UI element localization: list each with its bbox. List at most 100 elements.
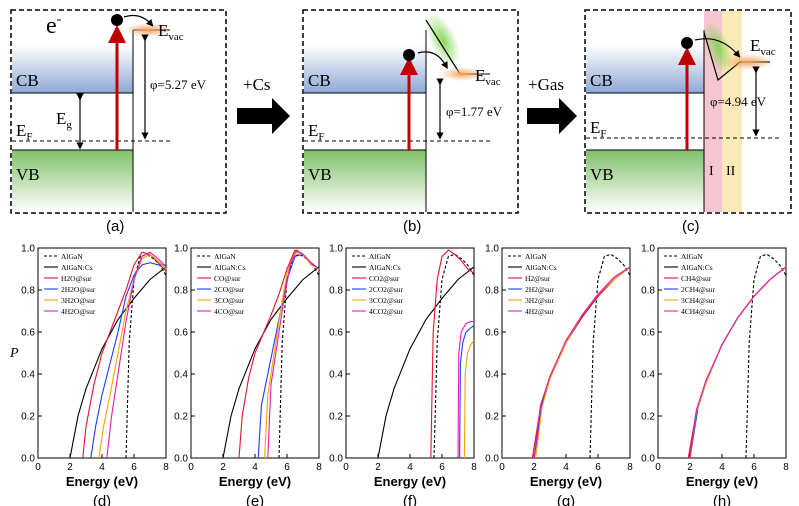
chart-h-xtick-label: 4: [719, 462, 725, 473]
diagram-a-ef-label: EF: [16, 121, 33, 143]
chart-f-ytick-label: 1.0: [329, 244, 343, 255]
diagram-b-vb-label: VB: [308, 165, 332, 184]
chart-g-ytick-label: 1.0: [485, 244, 499, 255]
chart-d-xtick-label: 4: [99, 462, 105, 473]
diagram-c-electron-dot: [681, 37, 693, 49]
diagram-c-evac-label: Evac: [750, 36, 776, 58]
chart-d-ytick-label: 0.4: [21, 370, 35, 381]
chart-f-ytick-label: 0.6: [329, 328, 343, 339]
chart-f-legend-label: AlGaN: [369, 252, 391, 261]
chart-e: 0 2 4 6 8 0.0 0.2 0.4 0.6 0.8 1.0 Energy (eV) (e) AlG…: [174, 244, 322, 506]
diagram-c-caption: (c): [682, 218, 700, 235]
chart-h-ytick-label: 1.0: [641, 244, 655, 255]
diagram-a-eg-label: Eg: [56, 109, 72, 131]
chart-f-series-line: [430, 249, 475, 459]
transition-arrow-cs-shape: [237, 98, 290, 134]
chart-g-legend-label: 2H2@sur: [525, 285, 554, 294]
chart-h-xtick-label: 2: [687, 462, 693, 473]
chart-g-xtick-label: 2: [531, 462, 537, 473]
chart-f-series-line: [463, 340, 475, 459]
chart-h-series-line: [689, 266, 787, 459]
chart-e-ytick-label: 1.0: [174, 244, 188, 255]
diagram-c-phi-label: φ=4.94 eV: [710, 94, 767, 109]
chart-g-xtick-label: 4: [563, 462, 569, 473]
diagram-a-electron-label: e-: [46, 12, 62, 39]
diagram-b-emission-arrow: [417, 51, 448, 70]
chart-g-ytick-label: 0.8: [485, 286, 499, 297]
chart-e-ytick-label: 0.0: [174, 454, 188, 465]
transition-arrow-gas-shape: [527, 98, 577, 134]
chart-f-ytick-label: 0.2: [329, 412, 343, 423]
chart-d: 0 2 4 6 8 0.0 0.2 0.4 0.6 0.8 1.0 Energy (eV) P (d) Al…: [9, 244, 169, 506]
chart-g-ytick-label: 0.2: [485, 412, 499, 423]
chart-g-legend-label: 3H2@sur: [525, 296, 554, 305]
diagram-c-vb-label: VB: [590, 165, 614, 184]
chart-g-legend-label: AlGaN:Cs: [525, 263, 557, 272]
chart-e-series-line: [267, 249, 320, 459]
chart-h-xtick-label: 0: [655, 462, 661, 473]
chart-g-series-line: [533, 266, 631, 459]
chart-e-series-line: [278, 253, 320, 459]
diagram-a-emission-arrow: [123, 14, 154, 27]
chart-f-legend-label: 4CO2@sur: [369, 307, 403, 316]
chart-f-legend-label: 2CO2@sur: [369, 285, 403, 294]
chart-h-legend-label: 3CH4@sur: [681, 296, 715, 305]
diagram-a-cb-band: [12, 45, 133, 93]
chart-g-xtick-label: 8: [627, 462, 633, 473]
chart-e-legend-label: AlGaN:Cs: [214, 263, 246, 272]
chart-h-legend-label: AlGaN:Cs: [681, 263, 713, 272]
diagram-a-phi-label: φ=5.27 eV: [150, 77, 207, 92]
diagram-a-cb-label: CB: [16, 71, 39, 90]
chart-d-xtick-label: 6: [131, 462, 137, 473]
diagram-a-electron-dot: [111, 14, 123, 26]
diagram-c: Evac CB VB EF φ=4.94 eV I II (c): [584, 9, 792, 235]
chart-d-xtick-label: 0: [35, 462, 41, 473]
chart-h-xlabel: Energy (eV): [686, 474, 758, 489]
chart-d-series-line: [106, 251, 167, 459]
chart-d-ytick-label: 0.6: [21, 328, 35, 339]
chart-panels: 0 2 4 6 8 0.0 0.2 0.4 0.6 0.8 1.0 Energy (eV) P (d) Al…: [9, 244, 789, 506]
chart-f-xtick-label: 0: [343, 462, 349, 473]
chart-e-ytick-label: 0.6: [174, 328, 188, 339]
chart-h-caption: (h): [713, 493, 731, 506]
chart-d-ytick-label: 1.0: [21, 244, 35, 255]
diagram-b-dipole-barrier: [425, 19, 461, 75]
chart-e-series-line: [238, 249, 320, 459]
chart-e-ytick-label: 0.8: [174, 286, 188, 297]
chart-g-series-line: [589, 253, 631, 459]
diagram-a-caption: (a): [106, 218, 124, 235]
chart-e-legend-label: 4CO@sur: [214, 307, 245, 316]
chart-f: 0 2 4 6 8 0.0 0.2 0.4 0.6 0.8 1.0 Energy (eV) (f) AlG…: [329, 244, 477, 506]
chart-d-legend-label: 2H2O@sur: [61, 285, 96, 294]
transition-arrow-cs-label: +Cs: [243, 75, 271, 94]
chart-g-legend-label: AlGaN: [525, 252, 547, 261]
chart-d-legend-label: AlGaN:Cs: [61, 263, 93, 272]
chart-h-series-line: [745, 253, 787, 459]
chart-e-legend-label: AlGaN: [214, 252, 236, 261]
diagram-c-emission-arrow: [694, 38, 741, 58]
transition-arrow-gas-label: +Gas: [528, 75, 564, 94]
chart-h-legend-label: AlGaN: [681, 252, 703, 261]
chart-h-legend-label: 4CH4@sur: [681, 307, 715, 316]
chart-d-series-line: [69, 266, 167, 459]
chart-d-legend-label: H2O@sur: [61, 274, 92, 283]
diagram-b-evac-label: Evac: [475, 66, 501, 88]
chart-h-ytick-label: 0.8: [641, 286, 655, 297]
transition-arrow-gas: +Gas: [527, 75, 577, 134]
diagram-a-evac-glow: [124, 23, 172, 37]
chart-g-ytick-label: 0.6: [485, 328, 499, 339]
chart-e-xlabel: Energy (eV): [219, 474, 291, 489]
chart-d-xtick-label: 8: [163, 462, 169, 473]
chart-h: 0 2 4 6 8 0.0 0.2 0.4 0.6 0.8 1.0 Energy (eV) (h) AlG…: [641, 244, 789, 506]
chart-d-legend-label: AlGaN: [61, 252, 83, 261]
chart-f-series-line: [457, 320, 474, 459]
chart-f-ytick-label: 0.0: [329, 454, 343, 465]
diagram-b-frame: [302, 9, 519, 214]
chart-h-xtick-label: 8: [783, 462, 789, 473]
chart-e-legend-label: 3CO@sur: [214, 296, 245, 305]
chart-e-series-line: [257, 253, 320, 459]
diagram-b-caption: (b): [403, 218, 421, 235]
chart-f-xtick-label: 8: [471, 462, 477, 473]
chart-h-ytick-label: 0.6: [641, 328, 655, 339]
